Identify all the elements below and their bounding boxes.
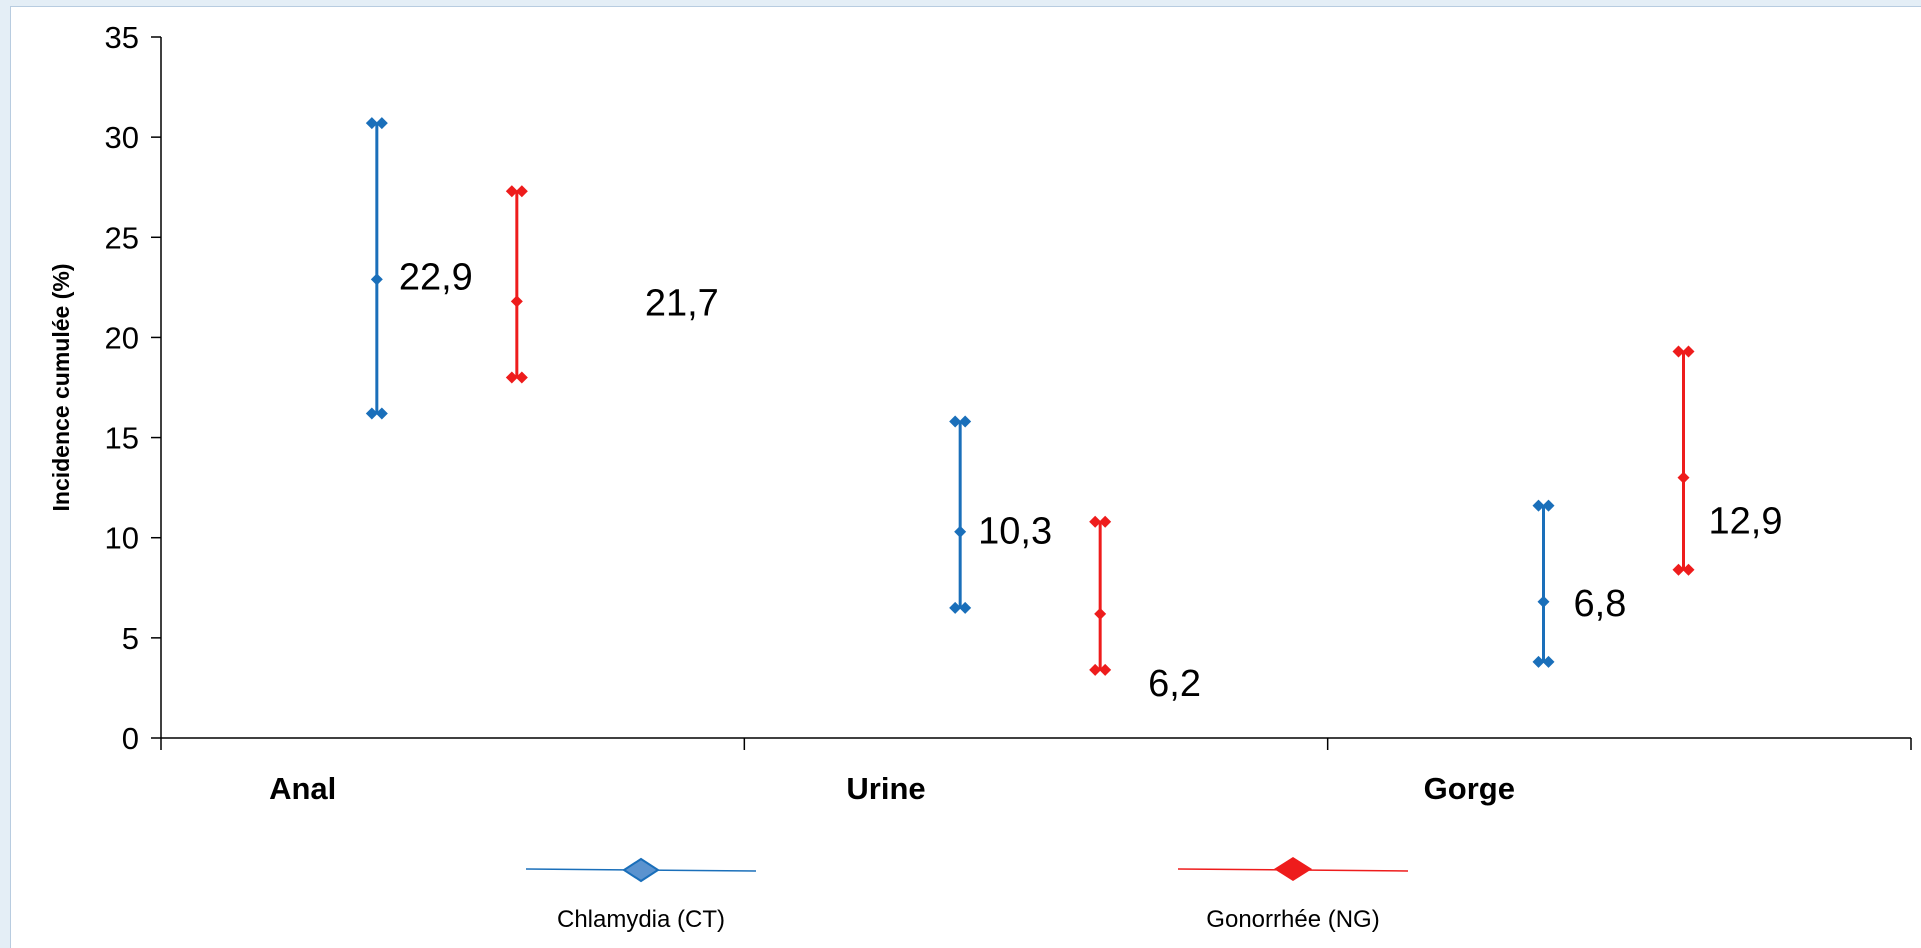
x-category-label: Gorge [1424, 771, 1515, 806]
error-bar-cap-low [1532, 655, 1545, 668]
error-bar-cap-high [1532, 499, 1545, 512]
error-bar-cap-low [1089, 663, 1102, 676]
legend-label: Chlamydia (CT) [557, 906, 725, 933]
y-tick-label: 30 [105, 120, 139, 155]
point-estimate-marker [1094, 607, 1107, 620]
error-bar-cap-high [1099, 515, 1112, 528]
error-bar-cap-low [365, 407, 378, 420]
data-label: 6,2 [1148, 663, 1201, 705]
legend-item: Gonorrhée (NG) [1177, 857, 1409, 933]
error-bar-chart: 0 5 10 15 20 25 30 35 Anal Urine Gorge Incidence cu… [48, 20, 1912, 933]
error-bar-cap-high [365, 117, 378, 130]
y-tick-label: 10 [105, 521, 139, 556]
legend-item: Chlamydia (CT) [525, 857, 757, 933]
error-bar-cap-high [375, 117, 388, 130]
error-bar-cap-high [949, 415, 962, 428]
point-estimate-marker [510, 295, 523, 308]
error-bar-cap-low [505, 371, 518, 384]
y-axis-title: Incidence cumulée (%) [48, 264, 74, 512]
point-estimate-marker [370, 273, 383, 286]
error-bar-cap-high [1542, 499, 1555, 512]
error-bar-cap-low [1672, 563, 1685, 576]
legend-label: Gonorrhée (NG) [1206, 906, 1379, 933]
point-estimate-marker [954, 525, 967, 538]
error-bar-cap-low [1099, 663, 1112, 676]
y-tick-label: 0 [122, 721, 139, 756]
data-label: 12,9 [1709, 501, 1783, 543]
x-category-label: Anal [269, 771, 336, 806]
legend-marker [622, 857, 660, 883]
error-bar-cap-low [1682, 563, 1695, 576]
error-bar-cap-low [959, 601, 972, 614]
x-category-label: Urine [846, 771, 925, 806]
error-bar-cap-high [505, 185, 518, 198]
error-bar-cap-high [959, 415, 972, 428]
error-bar-cap-high [1682, 345, 1695, 358]
data-label: 6,8 [1574, 583, 1627, 625]
y-tick-label: 35 [105, 20, 139, 55]
error-bar-cap-high [1089, 515, 1102, 528]
y-tick-label: 20 [105, 320, 139, 355]
error-bar-cap-high [1672, 345, 1685, 358]
legend-marker [1274, 857, 1312, 881]
data-label: 21,7 [645, 282, 719, 324]
data-label: 10,3 [978, 511, 1052, 553]
y-tick-label: 25 [105, 220, 139, 255]
chart-panel: 0 5 10 15 20 25 30 35 Anal Urine Gorge Incidence cu… [10, 6, 1921, 948]
point-estimate-marker [1677, 471, 1690, 484]
error-bar-cap-low [1542, 655, 1555, 668]
error-bar-cap-low [375, 407, 388, 420]
error-bar-cap-low [515, 371, 528, 384]
data-label: 22,9 [399, 256, 473, 298]
error-bar-cap-high [515, 185, 528, 198]
point-estimate-marker [1537, 595, 1550, 608]
error-bar-cap-low [949, 601, 962, 614]
y-tick-label: 15 [105, 421, 139, 456]
y-tick-label: 5 [122, 621, 139, 656]
